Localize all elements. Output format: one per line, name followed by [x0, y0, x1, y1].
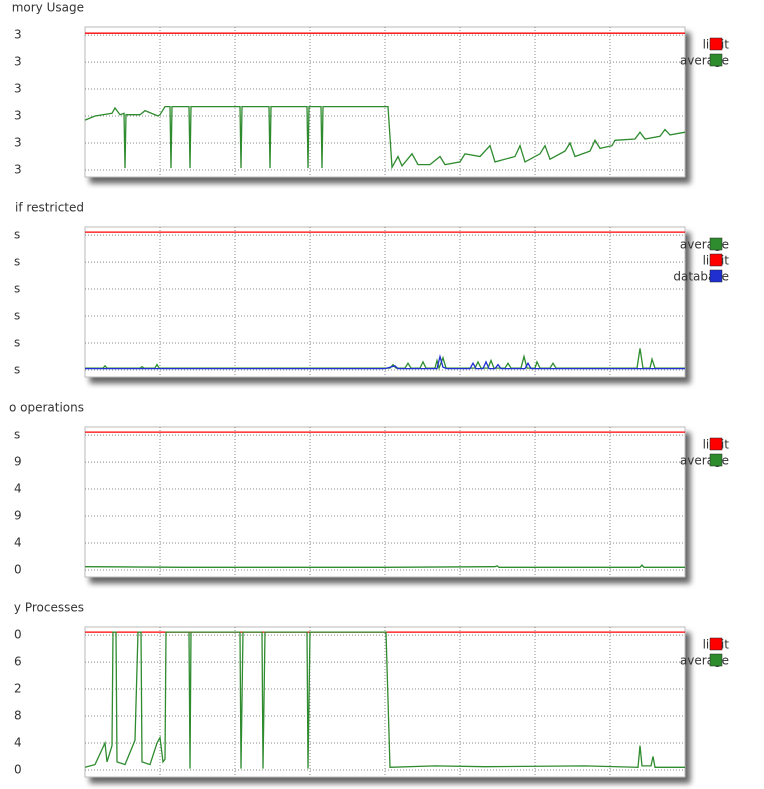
y-tick-label: 2 — [14, 682, 22, 696]
y-tick-label: 0 — [14, 562, 22, 576]
chart-title: o operations — [9, 401, 84, 415]
y-tick-label: 3 — [14, 82, 22, 96]
y-tick-label: 3 — [14, 109, 22, 123]
data-line — [84, 105, 686, 170]
y-tick-label: 3 — [14, 162, 22, 176]
y-tick-label: s — [14, 309, 20, 323]
y-tick-label: 0 — [14, 762, 22, 776]
chart-title: mory Usage — [12, 1, 84, 15]
legend-swatch — [709, 253, 723, 267]
y-tick-label: 0 — [14, 628, 22, 642]
y-tick-label: s — [14, 362, 20, 376]
legend-swatch — [709, 453, 723, 467]
y-tick-label: 8 — [14, 709, 22, 723]
y-tick-label: 4 — [14, 482, 22, 496]
y-tick-label: s — [14, 255, 20, 269]
legend-swatch — [709, 437, 723, 451]
y-tick-label: s — [14, 228, 20, 242]
y-tick-label: 9 — [14, 509, 22, 523]
legend-swatch — [709, 269, 723, 283]
data-line — [84, 564, 685, 568]
y-tick-label: 4 — [14, 736, 22, 750]
legend-swatch — [709, 37, 723, 51]
y-tick-label: 3 — [14, 55, 22, 69]
legend-swatch — [709, 653, 723, 667]
y-tick-label: s — [14, 336, 20, 350]
y-tick-label: s — [14, 282, 20, 296]
data-line — [85, 353, 685, 370]
y-tick-label: 9 — [14, 455, 22, 469]
legend-swatch — [709, 637, 723, 651]
y-tick-label: 3 — [14, 28, 22, 42]
y-tick-label: s — [14, 428, 20, 442]
legend-swatch — [709, 53, 723, 67]
chart-title: y Processes — [14, 601, 84, 615]
chart-title: if restricted — [15, 201, 84, 215]
y-tick-label: 6 — [14, 655, 22, 669]
y-tick-label: 4 — [14, 536, 22, 550]
legend-swatch — [709, 237, 723, 251]
data-line — [84, 631, 685, 769]
y-tick-label: 3 — [14, 136, 22, 150]
